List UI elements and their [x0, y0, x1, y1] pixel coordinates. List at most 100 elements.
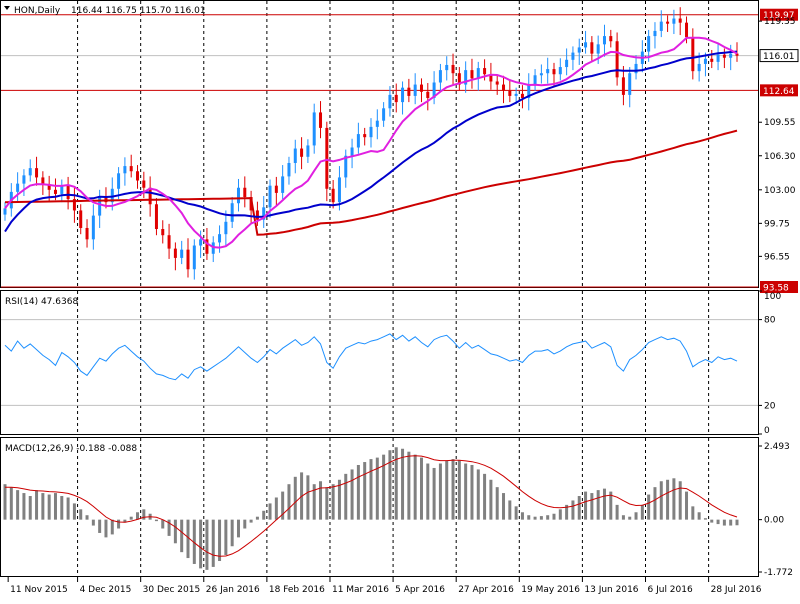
macd-bar: [464, 463, 468, 520]
x-tick-label: 11 Mar 2016: [332, 585, 389, 595]
macd-bar: [647, 494, 651, 520]
macd-bar: [539, 516, 543, 520]
macd-bar: [161, 519, 165, 529]
macd-bar: [72, 503, 76, 520]
candle-body: [729, 53, 733, 58]
macd-bar: [281, 491, 285, 520]
candle-body: [356, 134, 360, 148]
candle-body: [489, 74, 493, 82]
macd-bar: [621, 515, 625, 520]
macd-bar: [224, 519, 228, 556]
hline-label: 93.58: [763, 284, 789, 294]
candle-body: [53, 189, 57, 194]
macd-bar: [388, 450, 392, 520]
macd-title: MACD(12,26,9) -0.188 -0.088: [5, 444, 137, 454]
candle-body: [243, 187, 247, 198]
candle-body: [426, 91, 430, 98]
macd-bar: [735, 519, 739, 526]
candle-body: [224, 221, 228, 235]
candle-body: [438, 70, 442, 83]
candle-body: [60, 185, 64, 194]
candle-body: [186, 249, 190, 270]
macd-bar: [596, 490, 600, 520]
candle-body: [16, 183, 20, 192]
macd-bar: [659, 481, 663, 520]
candle-body: [609, 36, 613, 42]
x-axis: 11 Nov 2015 4 Dec 2015 30 Dec 2015 26 Jan 2…: [7, 577, 762, 595]
candle-body: [445, 64, 449, 71]
macd-bar: [722, 519, 726, 526]
x-tick-label: 6 Jul 2016: [648, 585, 693, 595]
candle-body: [596, 44, 600, 54]
candle-body: [502, 84, 506, 91]
candle-body: [413, 84, 417, 96]
macd-bar: [85, 515, 89, 520]
macd-bar: [407, 451, 411, 520]
macd-bar: [186, 519, 190, 559]
price-y-tick-label: 106.30: [764, 152, 796, 162]
candle-body: [91, 215, 95, 240]
candle-body: [363, 134, 367, 138]
dropdown-arrow-icon[interactable]: [4, 6, 10, 10]
macd-bar: [306, 475, 310, 520]
ma-mid-line: [4, 50, 738, 233]
macd-bar: [514, 506, 518, 520]
rsi-layer: 100 80 20 0: [1, 290, 781, 436]
macd-bar: [110, 519, 114, 535]
price-layer: 119.97 112.64 93.58 116.01 119.35 109.55 106.3…: [1, 1, 799, 294]
price-y-tick-label: 119.35: [764, 17, 796, 27]
candle-body: [552, 69, 556, 75]
macd-bar: [350, 469, 354, 520]
symbol-timeframe: HON,Daily: [14, 6, 61, 16]
macd-bar: [167, 519, 171, 536]
macd-y-tick-label: 0.00: [764, 516, 784, 526]
candle-body: [35, 168, 39, 178]
macd-bar: [22, 493, 26, 520]
macd-bar: [236, 519, 240, 538]
macd-bar: [230, 519, 234, 547]
macd-bar: [331, 484, 335, 520]
x-tick-label: 11 Nov 2015: [10, 585, 68, 595]
macd-bar: [558, 509, 562, 520]
ohlc-values: 116.44 116.75 115.70 116.01: [71, 6, 206, 16]
candle-body: [407, 87, 411, 96]
price-y-tick-label: 96.55: [764, 252, 790, 262]
price-y-tick-label: 99.75: [764, 219, 790, 229]
macd-bar: [470, 464, 474, 520]
candle-body: [350, 147, 354, 156]
candle-body: [236, 187, 240, 204]
candle-body: [394, 94, 398, 103]
macd-y-tick-label: -1.772: [764, 568, 793, 578]
macd-bar: [356, 464, 360, 520]
candle-body: [716, 54, 720, 62]
candle-body: [735, 53, 739, 56]
candle-body: [199, 239, 203, 246]
macd-bar: [432, 467, 436, 520]
macd-bar: [577, 496, 581, 520]
x-tick-label: 26 Jan 2016: [206, 585, 260, 595]
candle-body: [546, 69, 550, 74]
macd-bar: [426, 463, 430, 520]
candle-body: [300, 148, 304, 157]
candle-body: [388, 94, 392, 109]
candle-body: [312, 112, 316, 146]
ma-fast-line: [4, 36, 738, 249]
macd-bar: [154, 519, 158, 522]
candle-body: [464, 70, 468, 85]
rsi-line: [4, 333, 738, 381]
macd-bar: [255, 516, 259, 520]
macd-bar: [268, 503, 272, 520]
candle-body: [533, 75, 537, 85]
macd-bar: [218, 519, 222, 562]
rsi-title: RSI(14) 47.6368: [5, 297, 78, 307]
candle-body: [703, 58, 707, 64]
macd-bar: [483, 473, 487, 520]
candle-body: [527, 84, 531, 98]
macd-bar: [457, 460, 461, 520]
candle-body: [722, 54, 726, 58]
macd-bar: [565, 504, 569, 520]
macd-bar: [489, 479, 493, 520]
macd-bar: [287, 484, 291, 520]
